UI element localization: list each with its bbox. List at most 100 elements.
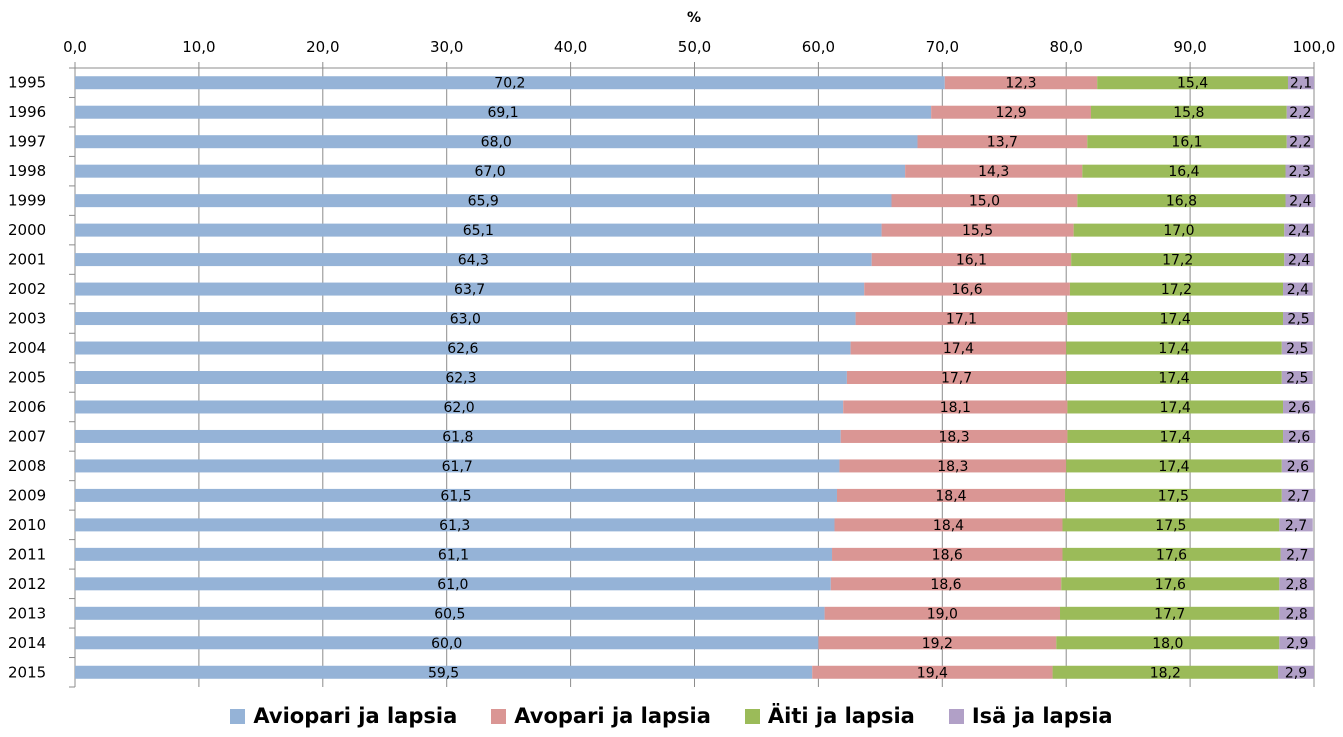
data-label: 60,0 <box>431 636 462 652</box>
data-label: 17,6 <box>1155 577 1186 593</box>
legend-swatch <box>744 708 760 724</box>
x-tick-label: 20,0 <box>306 38 339 56</box>
data-label: 13,7 <box>987 135 1018 151</box>
bar-segment <box>75 371 847 384</box>
data-label: 17,4 <box>1160 312 1191 328</box>
y-category-label: 1997 <box>8 133 46 151</box>
x-tick-label: 70,0 <box>926 38 959 56</box>
x-tick-label: 100,0 <box>1293 38 1336 56</box>
bar-segment <box>1071 253 1285 267</box>
bar-segment <box>850 341 1067 355</box>
data-label: 18,2 <box>1150 665 1181 681</box>
data-label: 18,0 <box>1152 636 1183 652</box>
bar-segment <box>75 518 835 532</box>
data-label: 2,9 <box>1285 665 1307 681</box>
data-label: 12,9 <box>995 105 1026 121</box>
legend: Aviopari ja lapsia Avopari ja lapsia Äit… <box>0 704 1343 728</box>
bar-segment <box>1090 105 1287 119</box>
bar-segment <box>1067 429 1284 443</box>
bar-segment <box>864 282 1070 296</box>
bar-segment <box>1062 547 1281 561</box>
y-category-label: 2008 <box>8 457 46 475</box>
bar-segment <box>1077 194 1286 208</box>
data-label: 17,6 <box>1156 547 1187 563</box>
data-label: 18,3 <box>937 459 968 475</box>
y-category-label: 1998 <box>8 162 46 180</box>
bar-segment <box>855 312 1068 326</box>
bar-segment <box>1280 547 1314 561</box>
bar-segment <box>931 105 1091 119</box>
bar-segment <box>1278 665 1314 679</box>
bar-segment <box>75 459 840 473</box>
bar-segment <box>1283 400 1316 414</box>
y-category-label: 2003 <box>8 310 46 328</box>
data-label: 18,4 <box>933 518 964 534</box>
data-label: 19,2 <box>922 636 953 652</box>
data-label: 61,8 <box>442 429 473 445</box>
bar-segment <box>839 459 1067 473</box>
x-tick-label: 10,0 <box>182 38 215 56</box>
bar-segment <box>1284 253 1314 267</box>
bar-segment <box>75 194 892 208</box>
data-label: 17,0 <box>1163 223 1194 239</box>
data-label: 16,6 <box>951 282 982 298</box>
stacked-bar-chart: % 0,0 10,0 20,0 30,0 40,0 50,0 60,0 70,0 80,0 90,… <box>8 10 1335 688</box>
data-label: 15,0 <box>969 194 1000 210</box>
bar-segment <box>75 312 856 326</box>
bar-segment <box>1287 76 1314 90</box>
data-label: 16,4 <box>1168 164 1199 180</box>
data-label: 2,4 <box>1287 282 1309 298</box>
legend-label: Aviopari ja lapsia <box>253 704 458 728</box>
data-label: 17,5 <box>1158 488 1189 504</box>
legend-item-aiti: Äiti ja lapsia <box>744 704 915 728</box>
y-category-label: 2004 <box>8 339 46 357</box>
y-category-label: 1996 <box>8 103 46 121</box>
data-label: 62,3 <box>445 371 476 387</box>
y-category-label: 2000 <box>8 221 46 239</box>
bar-segment <box>1281 371 1313 384</box>
y-category-label: 2015 <box>8 663 46 681</box>
bars: 70,2 12,3 15,4 2,1 69,1 12,9 15,8 2,2 68,0 13,7 16… <box>75 76 1316 681</box>
bar-segment <box>836 488 1065 502</box>
bar-segment <box>75 341 851 355</box>
bar-segment <box>832 547 1063 561</box>
data-label: 12,3 <box>1005 76 1036 92</box>
data-label: 61,3 <box>439 518 470 534</box>
data-label: 2,8 <box>1286 606 1308 622</box>
x-tick-label: 30,0 <box>430 38 463 56</box>
data-label: 17,4 <box>1158 341 1189 357</box>
bar-segment <box>1285 194 1316 208</box>
data-label: 63,7 <box>454 282 485 298</box>
bar-segment <box>75 488 837 502</box>
bar-segment <box>846 371 1067 384</box>
data-label: 68,0 <box>481 135 512 151</box>
axis-unit-label: % <box>687 10 701 26</box>
bar-segment <box>1066 341 1282 355</box>
bar-segment <box>812 665 1053 679</box>
bar-segment <box>75 105 932 119</box>
bar-segment <box>1066 371 1282 384</box>
bar-segment <box>1056 636 1280 650</box>
bar-segment <box>75 135 918 149</box>
bar-segment <box>1283 312 1314 326</box>
bar-segment <box>1052 665 1279 679</box>
bar-segment <box>834 518 1063 532</box>
data-label: 18,4 <box>935 488 966 504</box>
y-category-label: 1995 <box>8 74 46 92</box>
legend-label: Avopari ja lapsia <box>514 704 711 728</box>
y-category-label: 2009 <box>8 486 46 504</box>
data-label: 61,5 <box>440 488 471 504</box>
bar-segment <box>1062 518 1280 532</box>
data-label: 15,4 <box>1177 76 1208 92</box>
bar-segment <box>1285 164 1314 178</box>
data-label: 2,6 <box>1288 429 1310 445</box>
data-label: 14,3 <box>978 164 1009 180</box>
bar-segment <box>1073 223 1285 237</box>
bar-segment <box>871 253 1072 267</box>
legend-swatch <box>230 708 246 724</box>
bar-segment <box>840 429 1068 443</box>
data-label: 17,4 <box>1160 400 1191 416</box>
x-axis-ticks: 0,0 10,0 20,0 30,0 40,0 50,0 60,0 70,0 80,0 90,0 1… <box>63 38 1335 68</box>
data-label: 65,1 <box>463 223 494 239</box>
data-label: 2,6 <box>1287 459 1309 475</box>
